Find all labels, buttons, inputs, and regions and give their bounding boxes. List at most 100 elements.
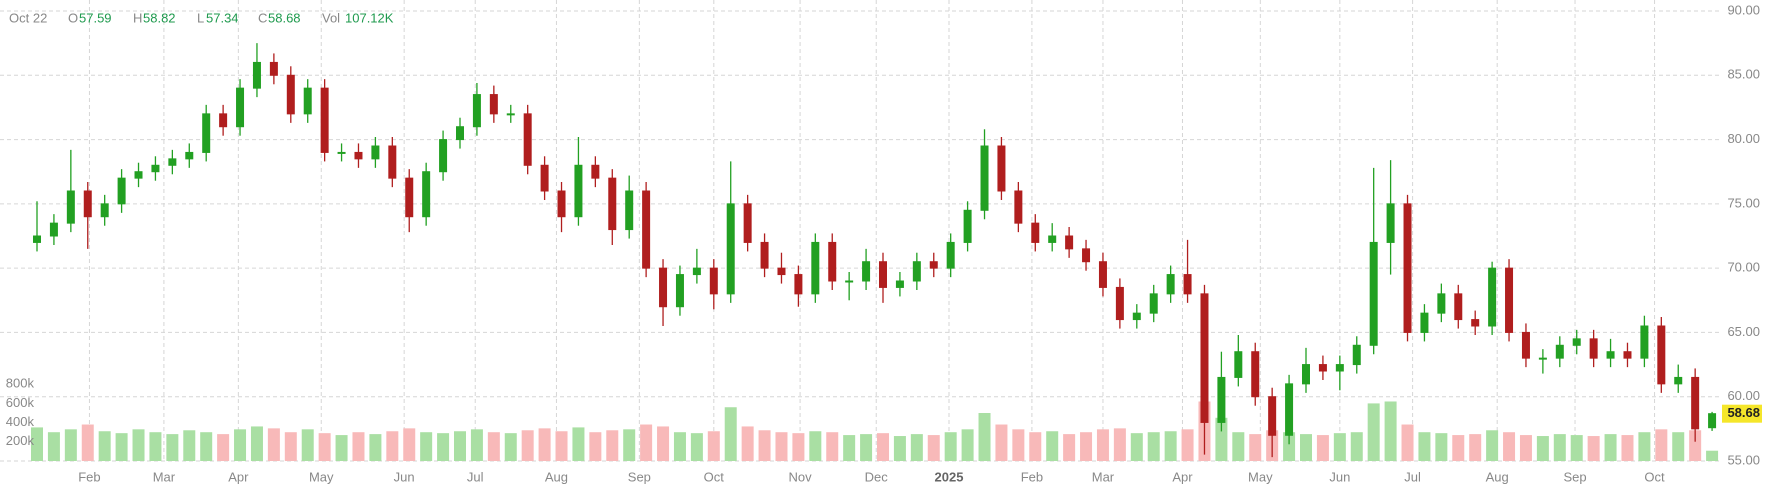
candle-body bbox=[540, 164, 549, 192]
candle-body bbox=[1014, 190, 1023, 224]
candle-body bbox=[456, 126, 464, 141]
volume-bar bbox=[640, 424, 653, 461]
volume-bar bbox=[1655, 429, 1668, 461]
volume-bar bbox=[555, 431, 568, 461]
candle-body bbox=[811, 241, 820, 295]
candle-body bbox=[1572, 338, 1581, 346]
volume-bar bbox=[132, 429, 145, 461]
candle-body bbox=[879, 261, 887, 288]
candle-body bbox=[794, 274, 803, 295]
y-tick-label: 90.00 bbox=[1727, 2, 1760, 17]
candle-body bbox=[1217, 376, 1226, 423]
x-tick-label: Mar bbox=[1092, 469, 1115, 484]
volume-bar bbox=[352, 432, 365, 461]
candle-body bbox=[1065, 235, 1074, 250]
candle-body bbox=[1285, 383, 1294, 436]
candle-body bbox=[912, 261, 921, 282]
volume-bar bbox=[454, 431, 466, 461]
volume-bar bbox=[1570, 435, 1583, 461]
y-tick-label: 80.00 bbox=[1727, 131, 1760, 146]
candle-body bbox=[1521, 331, 1530, 359]
candle-body bbox=[49, 222, 58, 237]
x-tick-label: Aug bbox=[1486, 469, 1509, 484]
candle-body bbox=[963, 209, 972, 243]
y-tick-label: 70.00 bbox=[1727, 260, 1760, 275]
volume-bar bbox=[1553, 434, 1566, 461]
volume-bar bbox=[1215, 417, 1228, 461]
volume-bar bbox=[31, 427, 43, 461]
candle-body bbox=[642, 190, 651, 269]
volume-bar bbox=[369, 434, 382, 461]
volume-bar bbox=[1689, 430, 1702, 461]
volume-bar bbox=[149, 432, 162, 461]
candle-body bbox=[185, 151, 194, 160]
candle-body bbox=[33, 235, 41, 243]
volume-bar bbox=[690, 433, 703, 461]
candle-body bbox=[895, 280, 904, 288]
candle-body bbox=[709, 267, 718, 295]
volume-tick-label: 800k bbox=[6, 376, 35, 391]
volume-bar bbox=[538, 428, 551, 461]
candle-body bbox=[997, 145, 1006, 192]
candle-body bbox=[1098, 261, 1107, 288]
volume-bar bbox=[1029, 432, 1042, 461]
x-tick-label: Feb bbox=[78, 469, 100, 484]
candle-body bbox=[1369, 241, 1378, 346]
candle-body bbox=[1403, 203, 1412, 333]
candle-body bbox=[1606, 351, 1615, 359]
candle-body bbox=[608, 177, 617, 231]
volume-bar bbox=[47, 432, 60, 461]
candle-body bbox=[726, 203, 735, 295]
candle-body bbox=[168, 158, 177, 166]
x-tick-label: Feb bbox=[1021, 469, 1043, 484]
candle-body bbox=[134, 171, 143, 179]
volume-bar bbox=[1672, 432, 1685, 461]
volume-bar bbox=[910, 434, 923, 461]
volume-bar bbox=[843, 435, 856, 461]
volume-bar bbox=[860, 434, 873, 461]
candle-body bbox=[1420, 312, 1429, 333]
volume-bar bbox=[403, 428, 416, 461]
candle-body bbox=[1132, 312, 1141, 321]
volume-bar bbox=[1063, 434, 1076, 461]
volume-bar bbox=[826, 432, 839, 461]
volume-bar bbox=[775, 432, 788, 461]
candle-body bbox=[1183, 274, 1192, 295]
x-tick-label: Jul bbox=[467, 469, 484, 484]
y-tick-label: 60.00 bbox=[1727, 388, 1760, 403]
volume-bar bbox=[589, 432, 602, 461]
candle-body bbox=[980, 145, 989, 211]
candle-body bbox=[1386, 203, 1395, 243]
candle-body bbox=[1149, 293, 1158, 314]
volume-bar bbox=[1046, 431, 1059, 461]
volume-bar bbox=[657, 426, 670, 461]
candle-body bbox=[252, 61, 261, 89]
volume-bar bbox=[1536, 436, 1549, 461]
candle-body bbox=[1555, 344, 1564, 359]
candle-body bbox=[388, 145, 397, 179]
header-volume: 107.12K bbox=[345, 10, 394, 25]
candle-body bbox=[1538, 357, 1547, 360]
volume-tick-label: 600k bbox=[6, 395, 35, 410]
volume-bar bbox=[1706, 450, 1719, 461]
volume-tick-label: 400k bbox=[6, 414, 35, 429]
volume-bar bbox=[1401, 424, 1414, 461]
volume-bar bbox=[267, 428, 280, 461]
volume-bar bbox=[487, 432, 500, 461]
candle-body bbox=[523, 113, 532, 166]
x-tick-label: Apr bbox=[228, 469, 249, 484]
volume-bar bbox=[623, 429, 636, 461]
volume-bar bbox=[1283, 432, 1296, 461]
candle-body bbox=[1589, 338, 1598, 359]
x-tick-label: 2025 bbox=[935, 469, 964, 484]
candle-body bbox=[354, 151, 363, 160]
volume-bar bbox=[944, 432, 957, 461]
volume-bar bbox=[183, 430, 196, 461]
volume-bar bbox=[809, 431, 822, 461]
candle-body bbox=[574, 164, 583, 218]
volume-bar bbox=[1503, 432, 1516, 461]
x-tick-label: Apr bbox=[1172, 469, 1193, 484]
candle-body bbox=[845, 280, 854, 283]
candle-body bbox=[862, 261, 871, 282]
volume-bar bbox=[521, 430, 534, 461]
